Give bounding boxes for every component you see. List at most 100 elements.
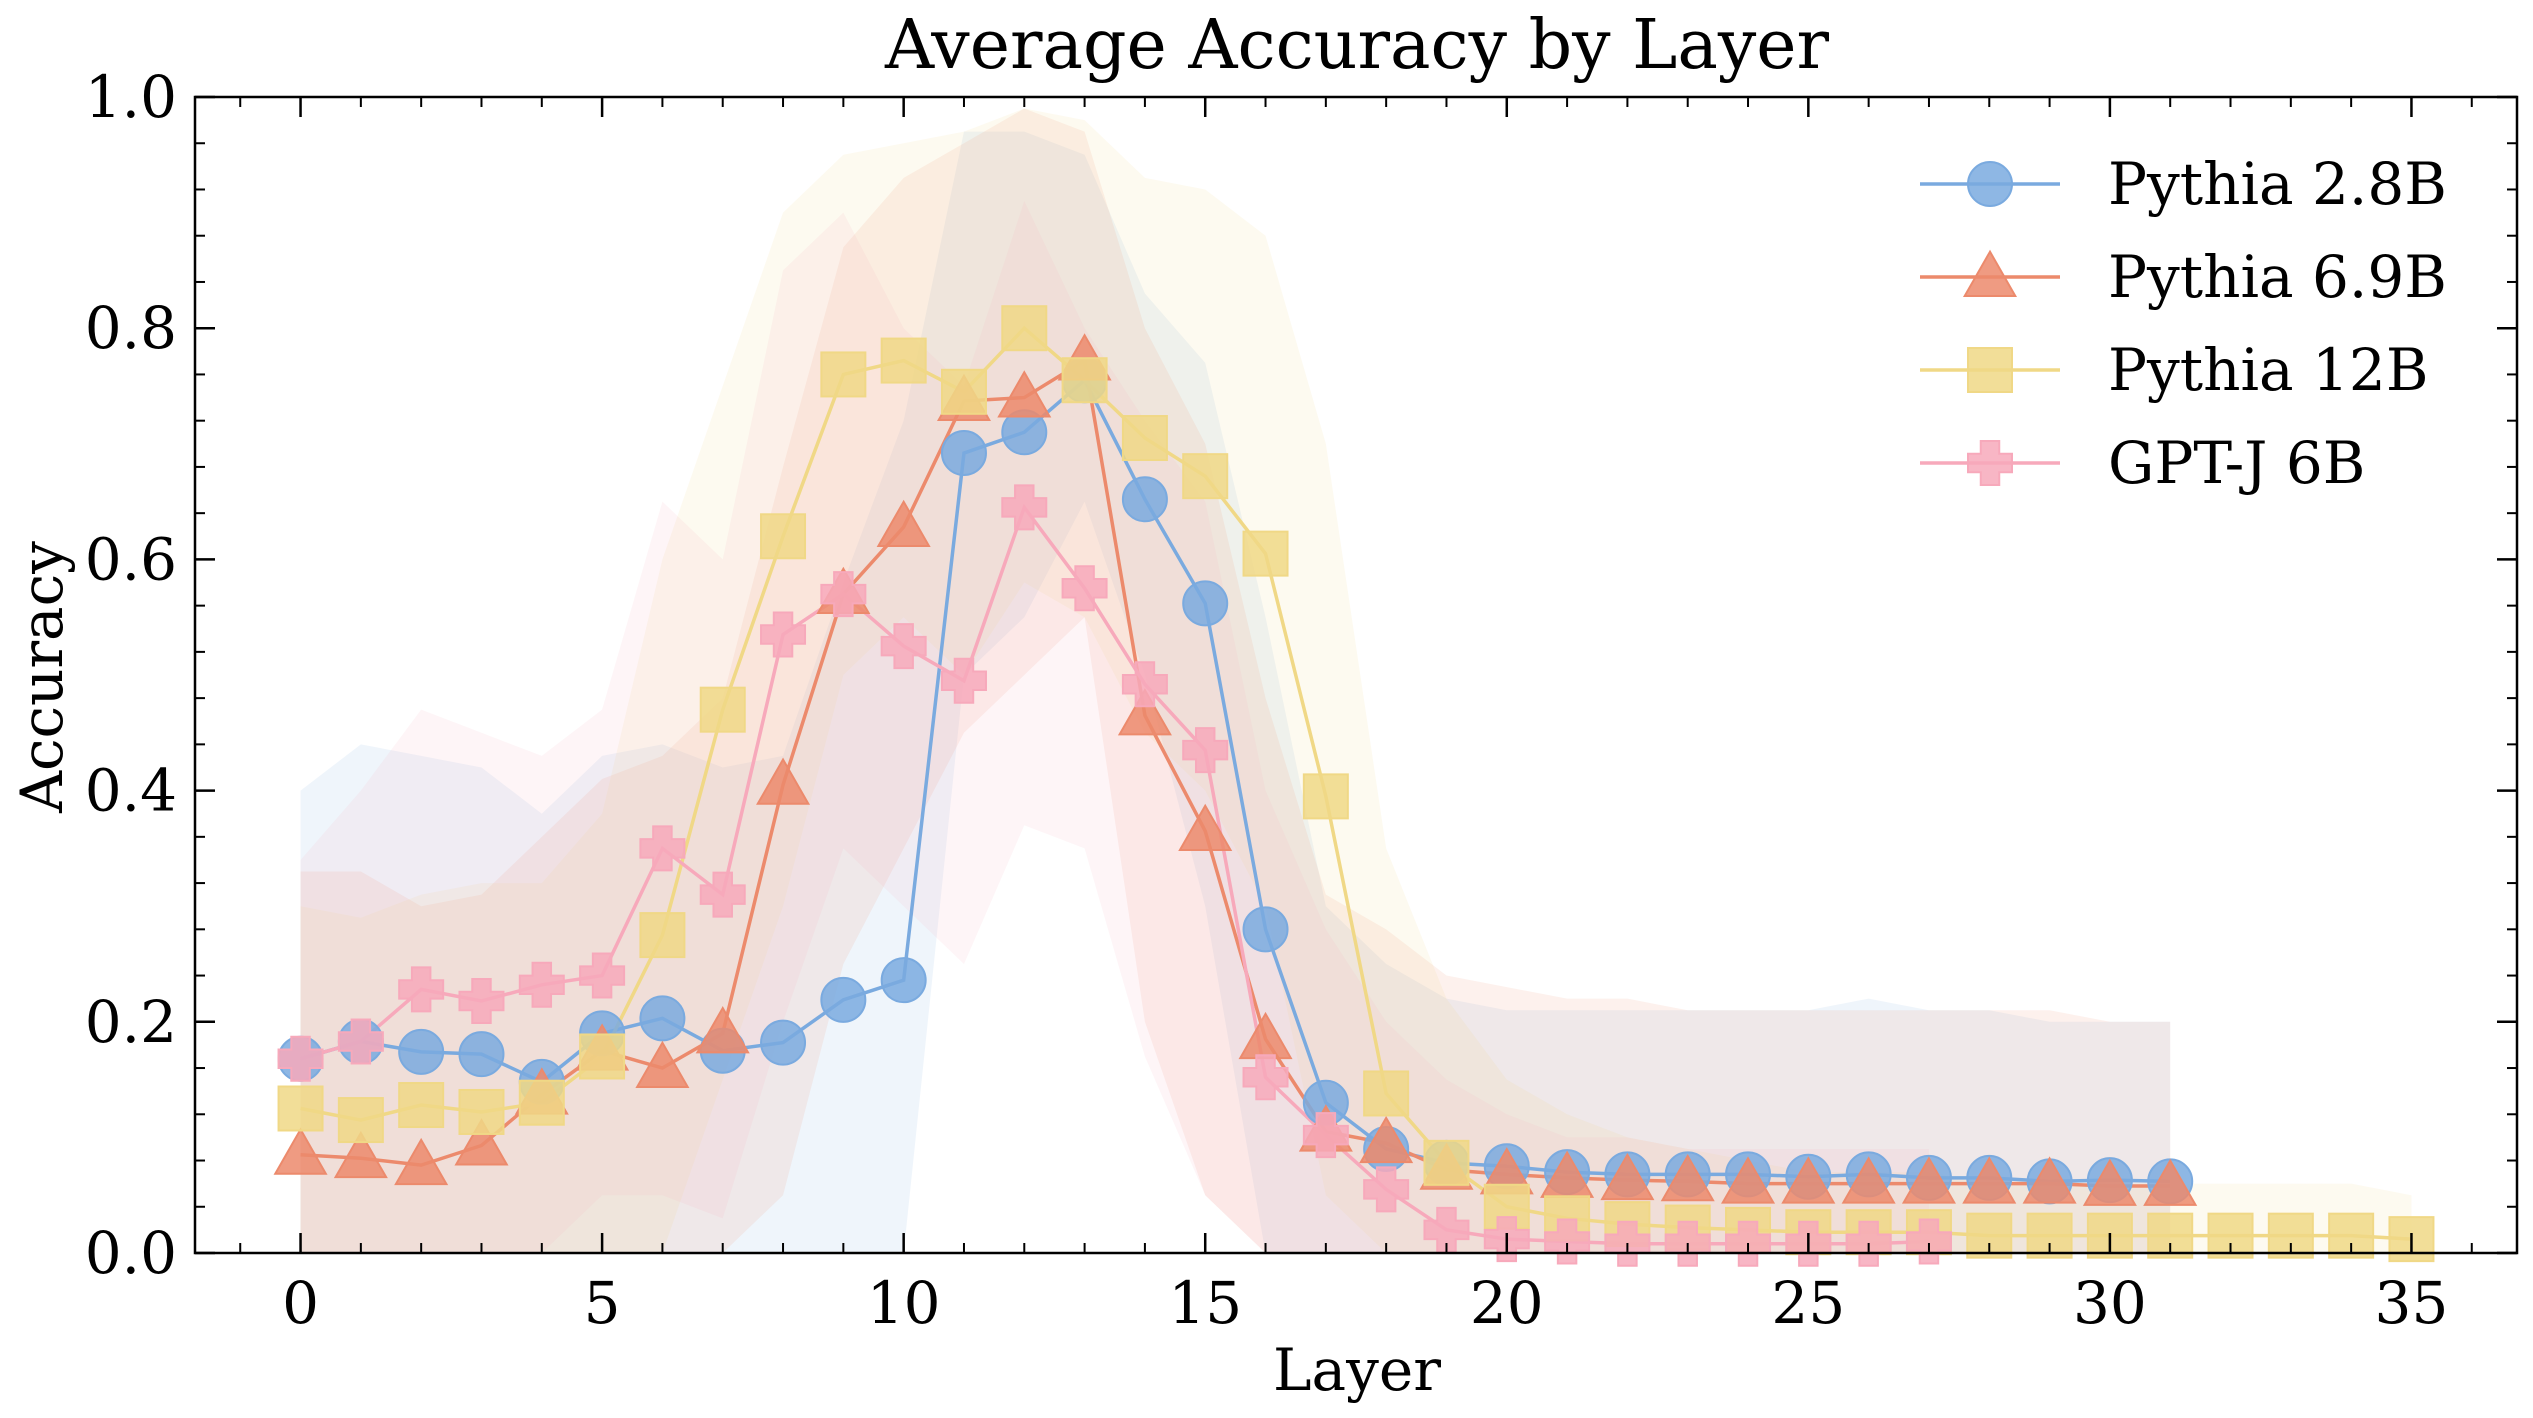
legend-marker-pythia-6-9b [1962, 249, 2018, 297]
data-point-gpt-j-6b [639, 825, 686, 872]
y-tick-label: 0.0 [85, 1219, 177, 1287]
legend-label-pythia-12b: Pythia 12B [2108, 336, 2428, 404]
legend: Pythia 2.8B Pythia 6.9B Pythia 12B GPT-J 6B [1920, 150, 2447, 497]
data-point-pythia-12b [880, 337, 927, 384]
data-point-pythia-6-9b [1901, 1156, 1956, 1204]
y-tick-label: 0.2 [85, 988, 177, 1056]
x-tick-label: 15 [1168, 1269, 1242, 1337]
data-point-pythia-2-8b [940, 430, 987, 477]
data-point-gpt-j-6b [337, 1018, 384, 1065]
data-point-pythia-12b [820, 351, 867, 398]
data-point-pythia-6-9b [1600, 1152, 1655, 1201]
data-point-gpt-j-6b [518, 961, 565, 1008]
data-point-pythia-12b [1121, 415, 1168, 462]
data-point-pythia-2-8b [1182, 580, 1229, 627]
data-point-pythia-6-9b [1962, 1156, 2017, 1204]
x-tick-label: 20 [1470, 1269, 1544, 1337]
x-tick-label: 30 [2073, 1269, 2147, 1337]
confidence-bands [300, 108, 2412, 1254]
confidence-band-pythia-2-8b [300, 131, 2171, 1254]
data-point-pythia-2-8b [760, 1019, 807, 1066]
data-point-pythia-2-8b [820, 976, 867, 1023]
data-point-pythia-6-9b [394, 1137, 449, 1186]
legend-label-pythia-2-8b: Pythia 2.8B [2108, 150, 2447, 218]
legend-label-gpt-j-6b: GPT-J 6B [2108, 429, 2365, 497]
data-point-gpt-j-6b [1182, 727, 1229, 774]
data-point-gpt-j-6b [820, 571, 867, 618]
data-point-gpt-j-6b [940, 657, 987, 704]
data-point-pythia-12b [337, 1097, 384, 1144]
chart-title: Average Accuracy by Layer [884, 6, 1830, 85]
x-tick-label: 10 [867, 1269, 941, 1337]
data-point-gpt-j-6b [1363, 1166, 1410, 1213]
x-tick-label: 35 [2375, 1269, 2449, 1337]
data-point-pythia-6-9b [333, 1130, 388, 1179]
data-point-gpt-j-6b [579, 952, 626, 999]
data-point-pythia-12b [1302, 773, 1349, 820]
data-point-gpt-j-6b [760, 611, 807, 658]
confidence-band-gpt-j-6b [300, 201, 1929, 1253]
data-point-gpt-j-6b [1905, 1218, 1952, 1265]
data-point-pythia-12b [518, 1079, 565, 1126]
data-point-gpt-j-6b [699, 871, 746, 918]
data-point-gpt-j-6b [398, 966, 445, 1013]
data-point-pythia-2-8b [458, 1031, 505, 1078]
data-point-pythia-12b [639, 912, 686, 959]
data-point-pythia-12b [1423, 1139, 1470, 1186]
x-tick-label: 5 [584, 1269, 621, 1337]
data-point-pythia-12b [1061, 357, 1108, 404]
data-point-pythia-2-8b [1242, 906, 1289, 953]
data-point-pythia-2-8b [398, 1028, 445, 1075]
data-point-pythia-6-9b [876, 499, 931, 548]
series-markers [273, 305, 2435, 1267]
data-point-pythia-6-9b [2143, 1158, 2198, 1206]
data-point-pythia-6-9b [1178, 803, 1233, 852]
data-point-pythia-6-9b [1117, 688, 1172, 736]
y-tick-label: 0.6 [85, 525, 177, 593]
series-line-gpt-j-6b [300, 503, 1930, 1246]
data-point-pythia-6-9b [273, 1127, 328, 1175]
data-point-pythia-12b [1363, 1070, 1410, 1117]
data-point-pythia-12b [579, 1033, 626, 1080]
x-axis-label: Layer [1273, 1336, 1441, 1404]
data-point-pythia-12b [398, 1082, 445, 1129]
data-point-pythia-12b [1182, 453, 1229, 500]
data-point-pythia-6-9b [1841, 1156, 1896, 1204]
data-point-pythia-6-9b [454, 1118, 509, 1166]
data-point-gpt-j-6b [1242, 1054, 1289, 1101]
data-point-gpt-j-6b [1121, 661, 1168, 708]
data-point-pythia-6-9b [695, 1006, 750, 1054]
data-point-gpt-j-6b [458, 977, 505, 1024]
data-point-pythia-6-9b [997, 370, 1052, 418]
data-point-pythia-12b [458, 1088, 505, 1135]
data-point-pythia-6-9b [1359, 1115, 1414, 1164]
data-point-gpt-j-6b [880, 623, 927, 670]
data-point-gpt-j-6b [1061, 565, 1108, 612]
data-point-gpt-j-6b [1001, 484, 1048, 531]
data-point-pythia-12b [277, 1085, 324, 1132]
data-point-pythia-12b [699, 686, 746, 733]
data-point-gpt-j-6b [277, 1035, 324, 1082]
data-point-pythia-6-9b [1721, 1156, 1776, 1204]
legend-marker-gpt-j-6b [1967, 440, 2013, 486]
y-tick-label: 0.4 [85, 757, 177, 825]
data-point-pythia-2-8b [1121, 476, 1168, 523]
legend-label-pythia-6-9b: Pythia 6.9B [2108, 243, 2447, 311]
data-point-pythia-6-9b [2022, 1156, 2077, 1204]
data-point-pythia-12b [760, 513, 807, 560]
y-tick-label: 1.0 [85, 63, 177, 131]
tick-labels: 0 5 10 15 20 25 30 35 0.0 0.2 0.4 0.6 0.8 1.0 [85, 63, 2449, 1337]
x-tick-label: 0 [282, 1269, 319, 1337]
data-point-pythia-12b [1001, 305, 1048, 352]
data-point-pythia-12b [1242, 530, 1289, 577]
data-point-pythia-6-9b [1660, 1154, 1715, 1202]
data-point-pythia-12b [2147, 1212, 2194, 1259]
data-point-pythia-2-8b [639, 995, 686, 1042]
data-point-gpt-j-6b [1302, 1112, 1349, 1159]
legend-marker-pythia-2-8b [1967, 161, 2013, 207]
data-point-pythia-6-9b [1781, 1156, 1836, 1204]
y-tick-label: 0.8 [85, 294, 177, 362]
data-point-pythia-6-9b [2082, 1158, 2137, 1206]
data-point-pythia-12b [940, 368, 987, 415]
